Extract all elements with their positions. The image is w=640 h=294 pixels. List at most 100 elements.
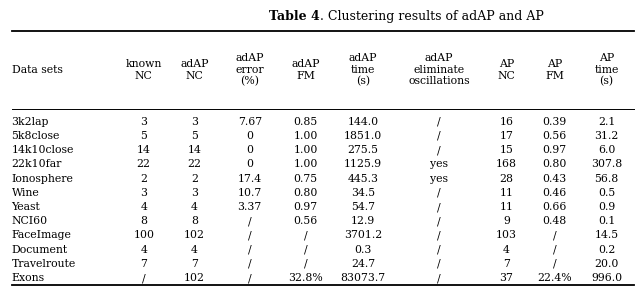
Text: 2.1: 2.1 xyxy=(598,117,615,127)
Text: 12.9: 12.9 xyxy=(351,216,375,226)
Text: 6.0: 6.0 xyxy=(598,145,615,155)
Text: 22: 22 xyxy=(137,159,151,169)
Text: 56.8: 56.8 xyxy=(595,173,619,184)
Text: 5: 5 xyxy=(191,131,198,141)
Text: /: / xyxy=(437,117,441,127)
Text: /: / xyxy=(553,259,556,269)
Text: /: / xyxy=(437,259,441,269)
Text: 3k2lap: 3k2lap xyxy=(12,117,49,127)
Text: 0.56: 0.56 xyxy=(543,131,566,141)
Text: adAP
FM: adAP FM xyxy=(291,59,320,81)
Text: Travelroute: Travelroute xyxy=(12,259,76,269)
Text: 1.00: 1.00 xyxy=(293,145,318,155)
Text: 14k10close: 14k10close xyxy=(12,145,74,155)
Text: AP
NC: AP NC xyxy=(497,59,515,81)
Text: 17: 17 xyxy=(499,131,513,141)
Text: /: / xyxy=(437,131,441,141)
Text: /: / xyxy=(248,245,252,255)
Text: 17.4: 17.4 xyxy=(237,173,262,184)
Text: 16: 16 xyxy=(499,117,513,127)
Text: 100: 100 xyxy=(133,230,154,240)
Text: /: / xyxy=(437,188,441,198)
Text: 11: 11 xyxy=(499,188,513,198)
Text: 3: 3 xyxy=(140,117,147,127)
Text: 0: 0 xyxy=(246,145,253,155)
Text: 4: 4 xyxy=(191,245,198,255)
Text: 275.5: 275.5 xyxy=(348,145,378,155)
Text: 4: 4 xyxy=(140,245,147,255)
Text: 0.43: 0.43 xyxy=(543,173,566,184)
Text: Document: Document xyxy=(12,245,68,255)
Text: /: / xyxy=(248,259,252,269)
Text: /: / xyxy=(553,230,556,240)
Text: 22: 22 xyxy=(188,159,202,169)
Text: /: / xyxy=(304,230,307,240)
Text: 996.0: 996.0 xyxy=(591,273,622,283)
Text: 0.48: 0.48 xyxy=(543,216,566,226)
Text: Exons: Exons xyxy=(12,273,45,283)
Text: 3: 3 xyxy=(191,188,198,198)
Text: adAP
error
(%): adAP error (%) xyxy=(236,53,264,87)
Text: 0.3: 0.3 xyxy=(355,245,372,255)
Text: 0.97: 0.97 xyxy=(294,202,317,212)
Text: /: / xyxy=(304,259,307,269)
Text: 4: 4 xyxy=(140,202,147,212)
Text: 31.2: 31.2 xyxy=(595,131,619,141)
Text: /: / xyxy=(248,273,252,283)
Text: 32.8%: 32.8% xyxy=(288,273,323,283)
Text: 0.80: 0.80 xyxy=(542,159,567,169)
Text: AP
FM: AP FM xyxy=(545,59,564,81)
Text: 10.7: 10.7 xyxy=(237,188,262,198)
Text: AP
time
(s): AP time (s) xyxy=(595,53,619,87)
Text: 445.3: 445.3 xyxy=(348,173,378,184)
Text: 0.39: 0.39 xyxy=(543,117,566,127)
Text: 0.56: 0.56 xyxy=(294,216,317,226)
Text: FaceImage: FaceImage xyxy=(12,230,72,240)
Text: 3: 3 xyxy=(191,117,198,127)
Text: 24.7: 24.7 xyxy=(351,259,375,269)
Text: 3: 3 xyxy=(140,188,147,198)
Text: /: / xyxy=(437,230,441,240)
Text: 37: 37 xyxy=(499,273,513,283)
Text: 0.75: 0.75 xyxy=(294,173,317,184)
Text: 307.8: 307.8 xyxy=(591,159,622,169)
Text: 0: 0 xyxy=(246,131,253,141)
Text: adAP
eliminate
oscillations: adAP eliminate oscillations xyxy=(408,53,470,86)
Text: /: / xyxy=(437,216,441,226)
Text: 0: 0 xyxy=(246,159,253,169)
Text: 22.4%: 22.4% xyxy=(537,273,572,283)
Text: 0.97: 0.97 xyxy=(543,145,566,155)
Text: 144.0: 144.0 xyxy=(348,117,379,127)
Text: /: / xyxy=(248,230,252,240)
Text: 2: 2 xyxy=(191,173,198,184)
Text: 34.5: 34.5 xyxy=(351,188,375,198)
Text: 7: 7 xyxy=(140,259,147,269)
Text: 1.00: 1.00 xyxy=(293,131,318,141)
Text: 14.5: 14.5 xyxy=(595,230,619,240)
Text: 0.66: 0.66 xyxy=(542,202,567,212)
Text: 83073.7: 83073.7 xyxy=(340,273,385,283)
Text: 7: 7 xyxy=(503,259,510,269)
Text: /: / xyxy=(437,145,441,155)
Text: 0.80: 0.80 xyxy=(293,188,318,198)
Text: /: / xyxy=(248,216,252,226)
Text: NCI60: NCI60 xyxy=(12,216,47,226)
Text: 102: 102 xyxy=(184,273,205,283)
Text: 54.7: 54.7 xyxy=(351,202,375,212)
Text: 7.67: 7.67 xyxy=(237,117,262,127)
Text: 0.2: 0.2 xyxy=(598,245,615,255)
Text: 0.85: 0.85 xyxy=(294,117,317,127)
Text: 1125.9: 1125.9 xyxy=(344,159,382,169)
Text: /: / xyxy=(437,245,441,255)
Text: 7: 7 xyxy=(191,259,198,269)
Text: 3.37: 3.37 xyxy=(237,202,262,212)
Text: 11: 11 xyxy=(499,202,513,212)
Text: Ionosphere: Ionosphere xyxy=(12,173,74,184)
Text: 20.0: 20.0 xyxy=(595,259,619,269)
Text: known
NC: known NC xyxy=(125,59,162,81)
Text: 0.9: 0.9 xyxy=(598,202,615,212)
Text: 15: 15 xyxy=(499,145,513,155)
Text: 28: 28 xyxy=(499,173,513,184)
Text: 1851.0: 1851.0 xyxy=(344,131,382,141)
Text: 3701.2: 3701.2 xyxy=(344,230,382,240)
